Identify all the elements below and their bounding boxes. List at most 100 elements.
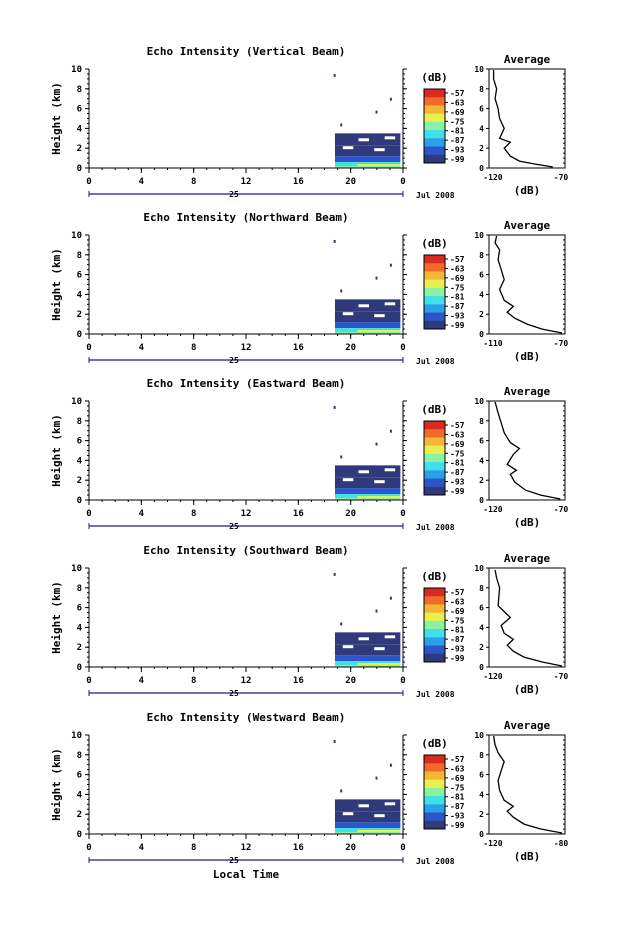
colorbar-segment bbox=[424, 97, 445, 106]
profile-y-tick-label: 4 bbox=[479, 124, 484, 133]
colorbar-segment bbox=[424, 287, 445, 297]
heatmap-echo bbox=[375, 110, 378, 114]
y-tick-label: 4 bbox=[77, 124, 83, 134]
heatmap-echo bbox=[389, 763, 392, 767]
heatmap-cells bbox=[333, 405, 401, 500]
colorbar-segment bbox=[424, 296, 445, 305]
y-tick-label: 8 bbox=[77, 417, 82, 427]
heatmap-band bbox=[334, 655, 401, 662]
x-tick-label: 0 bbox=[86, 676, 91, 686]
date-label: Jul 2008 bbox=[416, 523, 455, 532]
x-tick-label: 0 bbox=[86, 177, 91, 187]
heatmap-gap bbox=[374, 814, 385, 818]
colorbar-segment bbox=[424, 771, 445, 781]
colorbar-frame bbox=[423, 587, 446, 663]
profile-x-tick-label: -120 bbox=[483, 173, 502, 182]
heatmap-echo bbox=[389, 596, 392, 600]
colorbar-segment bbox=[424, 653, 445, 663]
colorbar-tick-label: -63 bbox=[450, 430, 465, 439]
y-tick-label: 0 bbox=[77, 330, 82, 340]
y-axis-label: Height (km) bbox=[50, 82, 63, 155]
x-tick-label: 20 bbox=[345, 343, 356, 353]
colorbar-segment bbox=[424, 255, 445, 264]
y-tick-label: 6 bbox=[77, 437, 82, 447]
profile-y-tick-label: 10 bbox=[474, 231, 484, 240]
panel-5: Echo Intensity (Westward Beam) Height (km… bbox=[50, 711, 568, 866]
colorbar-tick-label: -87 bbox=[450, 802, 465, 811]
colorbar-tick-label: -69 bbox=[450, 274, 465, 283]
profile-y-tick-label: 10 bbox=[474, 731, 484, 740]
heatmap-band bbox=[334, 488, 401, 495]
day-label: 25 bbox=[229, 856, 239, 865]
profile-y-tick-label: 2 bbox=[479, 144, 484, 153]
profile-y-tick-label: 10 bbox=[474, 564, 484, 573]
y-tick-label: 8 bbox=[77, 584, 82, 594]
heatmap-echo bbox=[375, 442, 378, 446]
x-tick-label: 4 bbox=[139, 509, 145, 519]
heatmap-band bbox=[334, 811, 401, 823]
colorbar-segment bbox=[424, 320, 445, 330]
colorbar-segment bbox=[424, 629, 445, 638]
colorbar-tick-label: -99 bbox=[450, 654, 465, 663]
heatmap-band bbox=[334, 166, 401, 168]
y-axis-label: Height (km) bbox=[50, 748, 63, 821]
profile-frame bbox=[488, 234, 566, 335]
colorbar-tick-label: -93 bbox=[450, 645, 465, 654]
heatmap-echo bbox=[375, 776, 378, 780]
profile-x-tick-label: -70 bbox=[554, 505, 569, 514]
heatmap-gap bbox=[342, 478, 354, 482]
profile-y-tick-label: 4 bbox=[479, 290, 484, 299]
profile-x-label: (dB) bbox=[514, 350, 541, 363]
colorbar-segment bbox=[424, 763, 445, 772]
colorbar-segment bbox=[424, 470, 445, 480]
heatmap-gap bbox=[358, 304, 369, 308]
heatmap-gap bbox=[358, 804, 369, 808]
heatmap-gap bbox=[374, 647, 385, 651]
date-label: Jul 2008 bbox=[416, 191, 455, 200]
colorbar-tick-label: -87 bbox=[450, 302, 465, 311]
colorbar-tick-label: -81 bbox=[450, 626, 465, 635]
x-tick-label: 0 bbox=[86, 843, 91, 853]
colorbar-segment bbox=[424, 779, 445, 789]
colorbar-segment bbox=[424, 445, 445, 455]
heatmap-echo bbox=[333, 405, 336, 409]
colorbar-tick-label: -81 bbox=[450, 459, 465, 468]
y-axis-label: Height (km) bbox=[50, 248, 63, 321]
profile-y-tick-label: 0 bbox=[479, 164, 484, 173]
heatmap-band bbox=[334, 832, 401, 834]
colorbar-segment bbox=[424, 271, 445, 281]
day-label: 25 bbox=[229, 689, 239, 698]
colorbar-tick-label: -69 bbox=[450, 440, 465, 449]
x-axis-label: Local Time bbox=[213, 868, 280, 881]
x-tick-label: 16 bbox=[293, 509, 304, 519]
y-tick-label: 8 bbox=[77, 751, 82, 761]
x-tick-label: 16 bbox=[293, 177, 304, 187]
colorbar-segment bbox=[424, 138, 445, 148]
colorbar-segment bbox=[424, 113, 445, 123]
x-tick-label: 8 bbox=[191, 177, 196, 187]
profile-y-tick-label: 6 bbox=[479, 105, 484, 114]
x-tick-label: 8 bbox=[191, 676, 196, 686]
colorbar-tick-label: -75 bbox=[450, 283, 465, 292]
x-tick-label: 0 bbox=[400, 676, 405, 686]
profile-y-tick-label: 2 bbox=[479, 643, 484, 652]
colorbar-segment bbox=[424, 637, 445, 647]
profile-title: Average bbox=[504, 719, 551, 732]
profile-y-tick-label: 2 bbox=[479, 476, 484, 485]
heatmap-gap bbox=[374, 480, 385, 484]
profile-y-tick-label: 6 bbox=[479, 604, 484, 613]
colorbar-tick-label: -63 bbox=[450, 764, 465, 773]
profile-y-tick-label: 2 bbox=[479, 810, 484, 819]
profile-y-tick-label: 6 bbox=[479, 271, 484, 280]
colorbar-tick-label: -99 bbox=[450, 155, 465, 164]
heatmap-echo bbox=[375, 609, 378, 613]
colorbar-segment bbox=[424, 645, 445, 655]
profile-y-tick-label: 0 bbox=[479, 830, 484, 839]
colorbar-label: (dB) bbox=[421, 237, 448, 250]
colorbar-tick-label: -57 bbox=[450, 755, 465, 764]
heatmap-echo bbox=[389, 263, 392, 267]
profile-x-tick-label: -70 bbox=[554, 339, 569, 348]
panel-2: Echo Intensity (Northward Beam) Height (k… bbox=[50, 211, 568, 366]
profile-frame bbox=[488, 68, 566, 169]
colorbar-tick-label: -75 bbox=[450, 616, 465, 625]
